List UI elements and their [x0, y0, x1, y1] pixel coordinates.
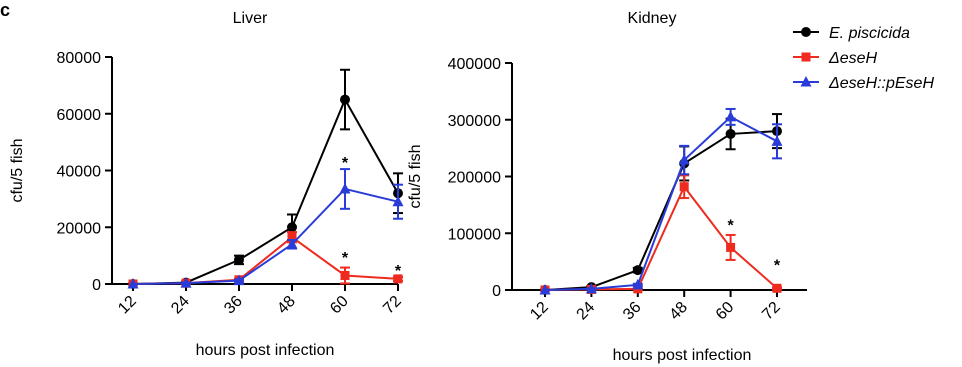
legend-marker	[800, 76, 812, 87]
series-1	[128, 231, 403, 289]
data-point	[678, 154, 690, 165]
y-tick-label: 80000	[57, 50, 102, 67]
series-2	[127, 168, 404, 289]
significance-star: *	[342, 155, 349, 172]
x-tick-label: 36	[620, 299, 645, 324]
data-point	[287, 222, 297, 233]
x-tick-label: 24	[574, 299, 599, 324]
x-tick-label: 60	[713, 299, 738, 324]
series-0	[540, 113, 782, 295]
y-tick-label: 300000	[448, 113, 501, 130]
chart-title: Kidney	[628, 10, 677, 27]
data-point	[234, 254, 244, 265]
y-tick-label: 400000	[448, 56, 501, 73]
data-point	[339, 182, 351, 194]
data-point	[585, 282, 597, 294]
data-point	[632, 265, 643, 276]
data-point	[180, 277, 192, 288]
legend-label: E. piscicida	[829, 25, 910, 42]
y-tick-label: 60000	[57, 107, 102, 124]
data-point	[771, 135, 783, 146]
data-point	[233, 274, 245, 286]
x-tick-label: 72	[759, 299, 784, 324]
data-point	[340, 270, 350, 280]
x-axis-label: hours post infection	[613, 347, 752, 364]
y-tick-label: 0	[492, 283, 501, 300]
significance-star: *	[727, 218, 734, 235]
series-2	[539, 107, 783, 295]
data-point	[286, 238, 298, 249]
panel-label: c	[0, 0, 11, 20]
y-axis-label: cfu/5 fish	[9, 138, 26, 202]
y-tick-label: 20000	[57, 220, 102, 237]
y-tick-label: 200000	[448, 170, 501, 187]
data-point	[340, 94, 350, 105]
y-tick-label: 100000	[448, 226, 501, 243]
legend-marker	[801, 52, 811, 62]
series-line	[544, 130, 778, 291]
y-axis-label: cfu/5 fish	[407, 144, 424, 208]
x-tick-label: 12	[115, 293, 140, 318]
chart-0: Liver 0 20000 40000 60000 80000 12 24 36 48 60 72 cf…	[9, 10, 405, 359]
x-tick-label: 36	[221, 293, 246, 318]
x-axis-label: hours post infection	[196, 342, 335, 359]
x-tick-label: 48	[274, 293, 299, 318]
data-point	[287, 232, 297, 242]
data-point	[725, 110, 737, 122]
y-tick-label: 40000	[57, 164, 102, 181]
significance-star: *	[395, 263, 402, 280]
series-1	[540, 174, 782, 295]
legend-label: ΔeseH	[828, 50, 878, 67]
x-tick-label: 12	[527, 299, 552, 324]
data-point	[726, 242, 736, 252]
x-tick-label: 24	[168, 293, 193, 318]
y-tick-label: 0	[92, 277, 101, 294]
data-point	[632, 278, 644, 290]
series-line	[544, 184, 778, 291]
x-tick-label: 60	[327, 293, 352, 318]
data-point	[725, 128, 736, 139]
legend-label: ΔeseH::pEseH	[828, 75, 934, 92]
significance-star: *	[774, 257, 781, 274]
data-point	[679, 182, 689, 192]
series-line	[132, 187, 399, 285]
data-point	[127, 278, 139, 289]
chart-title: Liver	[233, 10, 268, 27]
data-point	[392, 195, 404, 207]
chart-1: Kidney 0 100000 200000 300000 400000 12 24 36 48 6…	[407, 10, 934, 364]
legend-marker	[801, 27, 811, 37]
data-point	[772, 283, 782, 293]
data-point	[539, 284, 551, 295]
data-point	[393, 274, 403, 284]
series-line	[544, 115, 778, 291]
x-tick-label: 48	[666, 299, 691, 324]
x-tick-label: 72	[380, 293, 405, 318]
series-0	[128, 68, 403, 289]
significance-star: *	[342, 250, 349, 267]
